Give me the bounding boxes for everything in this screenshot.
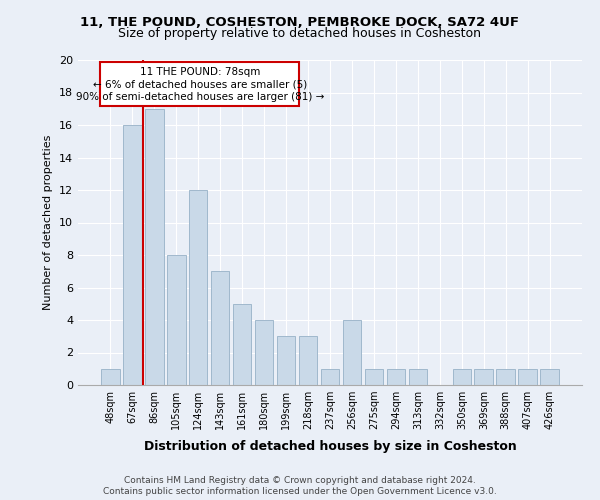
Bar (496, 369, 515, 385)
Bar (541, 369, 559, 385)
Bar (343, 320, 361, 385)
Bar (233, 304, 251, 385)
Bar (386, 369, 405, 385)
Bar (123, 125, 142, 385)
Bar (100, 62, 299, 106)
Text: Contains public sector information licensed under the Open Government Licence v3: Contains public sector information licen… (103, 487, 497, 496)
Bar (365, 369, 383, 385)
Text: Size of property relative to detached houses in Cosheston: Size of property relative to detached ho… (119, 28, 482, 40)
X-axis label: Distribution of detached houses by size in Cosheston: Distribution of detached houses by size … (143, 440, 517, 454)
Bar (452, 369, 471, 385)
Bar (145, 109, 164, 385)
Bar (299, 336, 317, 385)
Bar (101, 369, 119, 385)
Text: 11, THE POUND, COSHESTON, PEMBROKE DOCK, SA72 4UF: 11, THE POUND, COSHESTON, PEMBROKE DOCK,… (80, 16, 520, 29)
Bar (189, 190, 208, 385)
Text: 90% of semi-detached houses are larger (81) →: 90% of semi-detached houses are larger (… (76, 92, 324, 102)
Bar (167, 255, 185, 385)
Y-axis label: Number of detached properties: Number of detached properties (43, 135, 53, 310)
Bar (475, 369, 493, 385)
Bar (277, 336, 295, 385)
Bar (211, 271, 229, 385)
Bar (255, 320, 274, 385)
Text: ← 6% of detached houses are smaller (5): ← 6% of detached houses are smaller (5) (92, 80, 307, 90)
Text: 11 THE POUND: 78sqm: 11 THE POUND: 78sqm (140, 68, 260, 78)
Bar (409, 369, 427, 385)
Text: Contains HM Land Registry data © Crown copyright and database right 2024.: Contains HM Land Registry data © Crown c… (124, 476, 476, 485)
Bar (518, 369, 537, 385)
Bar (320, 369, 340, 385)
